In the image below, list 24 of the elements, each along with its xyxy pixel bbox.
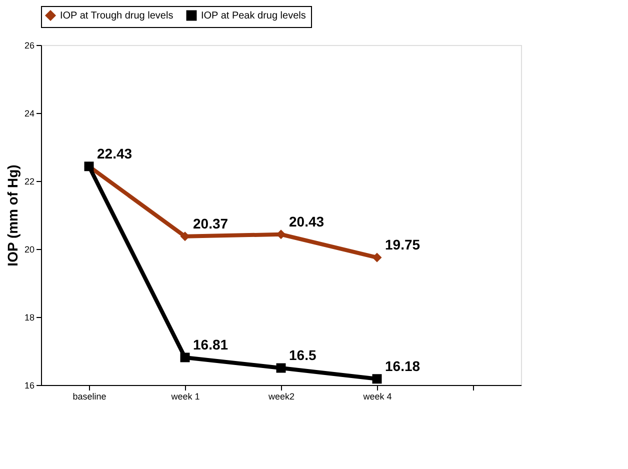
data-label: 20.43: [289, 213, 324, 230]
x-tick-label: baseline: [72, 392, 106, 402]
legend-label: IOP at Peak drug levels: [201, 10, 306, 22]
legend-label: IOP at Trough drug levels: [60, 10, 174, 22]
data-label: 16.5: [289, 347, 316, 363]
x-tick-label: week 1: [170, 392, 200, 402]
y-tick-label: 18: [24, 312, 34, 322]
data-label: 16.18: [385, 358, 420, 374]
y-tick-label: 26: [24, 40, 34, 50]
x-tick-label: week 4: [362, 392, 392, 402]
y-tick-label: 16: [24, 380, 34, 390]
data-label: 19.75: [385, 236, 420, 252]
y-tick-label: 20: [24, 244, 34, 254]
point: [372, 374, 382, 384]
y-tick-label: 22: [24, 176, 34, 186]
point: [180, 352, 190, 362]
point: [372, 252, 382, 262]
point: [276, 363, 286, 373]
data-label: 22.43: [97, 145, 132, 162]
y-axis-title: IOP (mm of Hg): [4, 164, 20, 266]
x-tick-label: week2: [267, 392, 295, 402]
data-label: 16.81: [193, 336, 228, 352]
data-label: 20.37: [193, 215, 228, 232]
y-tick-label: 24: [24, 108, 34, 118]
